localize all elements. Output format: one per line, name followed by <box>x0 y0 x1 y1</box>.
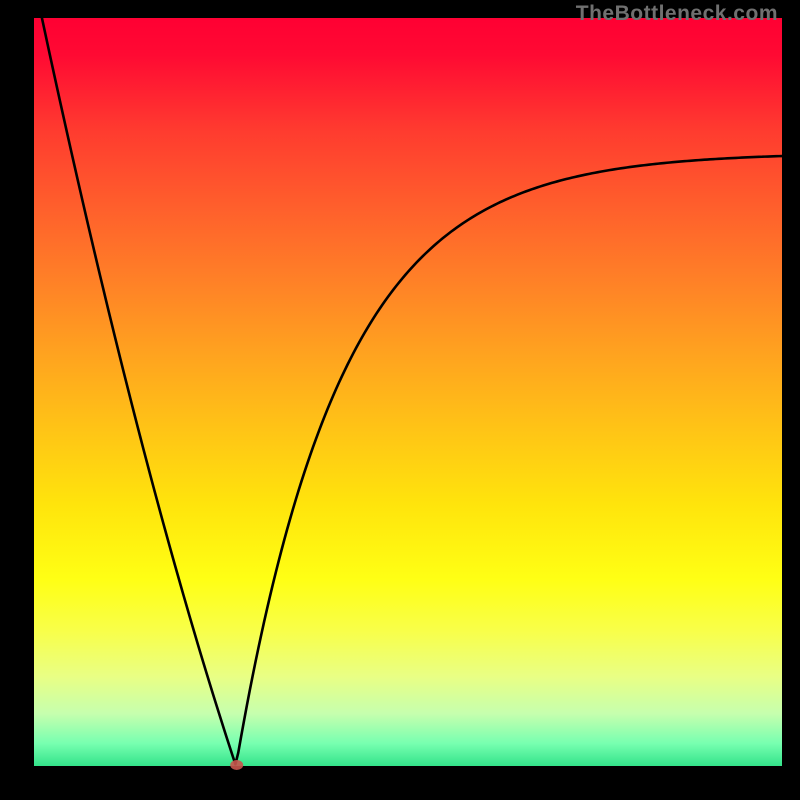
watermark-text: TheBottleneck.com <box>576 2 778 26</box>
chart-stage: TheBottleneck.com <box>0 0 800 800</box>
min-marker <box>230 760 243 770</box>
chart-svg <box>0 0 800 800</box>
